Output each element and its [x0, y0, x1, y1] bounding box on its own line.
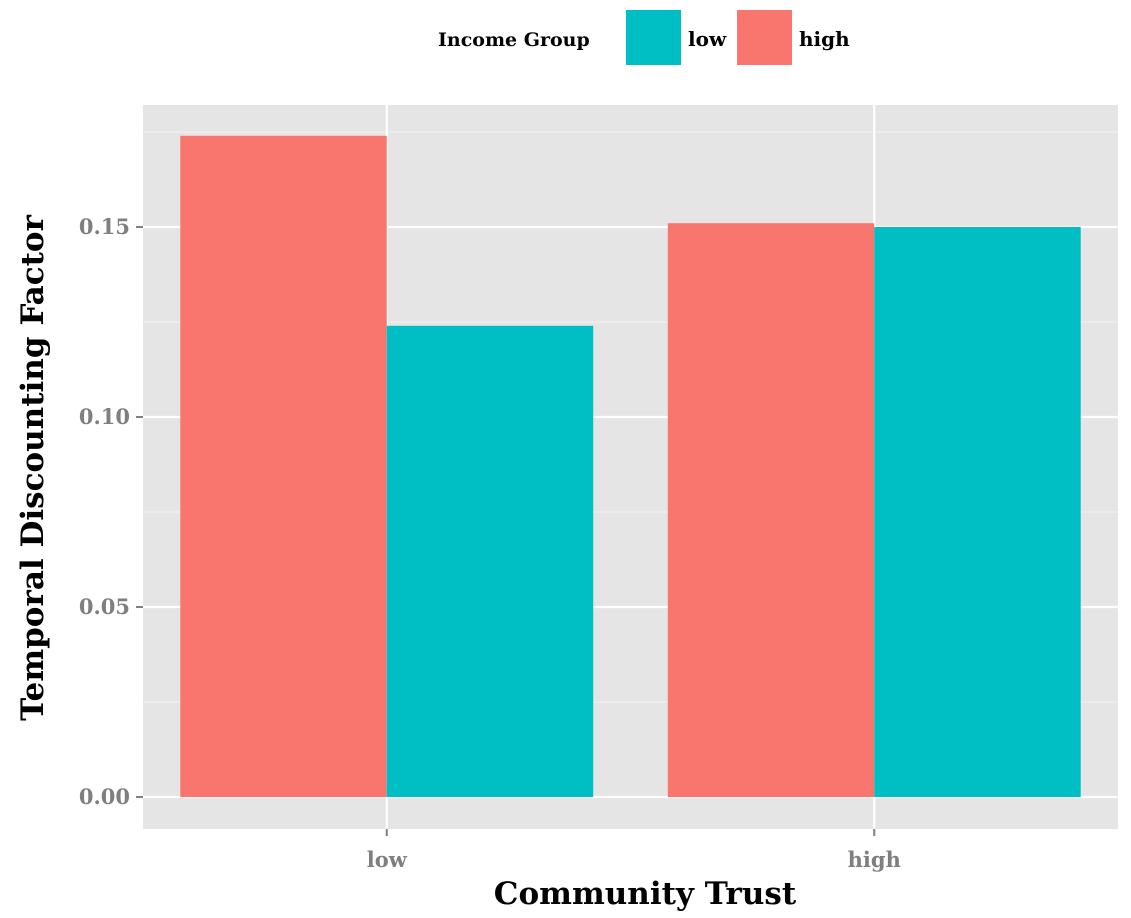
bar-high-low: [180, 135, 387, 798]
y-tick-label: 0.05: [79, 594, 130, 619]
y-tick-label: 0.10: [79, 404, 130, 429]
legend-key-high: [737, 10, 792, 65]
x-axis-ticks: low high: [367, 829, 901, 872]
legend: Income Group low high: [438, 10, 850, 65]
legend-label-low: low: [688, 27, 727, 51]
y-axis-title: Temporal Discounting Factor: [15, 214, 51, 720]
legend-label-high: high: [799, 27, 850, 51]
y-tick-label: 0.00: [79, 784, 130, 809]
y-tick-label: 0.15: [79, 214, 130, 239]
y-axis-ticks: 0.00 0.05 0.10 0.15: [79, 214, 143, 809]
x-axis-title: Community Trust: [494, 876, 797, 912]
bar-high-high: [667, 223, 875, 797]
x-tick-label: low: [367, 847, 408, 872]
legend-key-low: [626, 10, 681, 65]
bars: [180, 135, 1081, 798]
bar-low-high: [874, 227, 1081, 797]
legend-entries: low high: [626, 10, 850, 65]
legend-title: Income Group: [438, 29, 590, 51]
bar-low-low: [386, 325, 594, 797]
x-tick-label: high: [848, 847, 901, 872]
